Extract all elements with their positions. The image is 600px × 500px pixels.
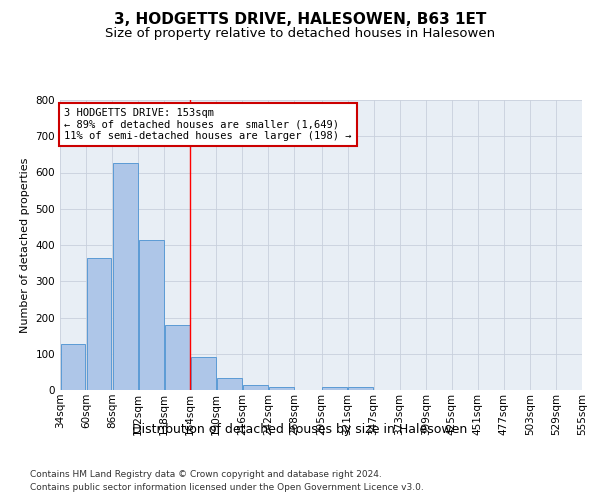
Bar — [269, 386, 294, 390]
Bar — [61, 344, 85, 390]
Bar — [217, 378, 242, 390]
Text: Size of property relative to detached houses in Halesowen: Size of property relative to detached ho… — [105, 28, 495, 40]
Bar — [348, 387, 373, 390]
Bar — [191, 358, 215, 390]
Text: Contains public sector information licensed under the Open Government Licence v3: Contains public sector information licen… — [30, 482, 424, 492]
Bar — [165, 326, 190, 390]
Text: 3 HODGETTS DRIVE: 153sqm
← 89% of detached houses are smaller (1,649)
11% of sem: 3 HODGETTS DRIVE: 153sqm ← 89% of detach… — [64, 108, 352, 141]
Bar — [139, 240, 164, 390]
Bar — [243, 385, 268, 390]
Bar — [86, 258, 112, 390]
Text: Contains HM Land Registry data © Crown copyright and database right 2024.: Contains HM Land Registry data © Crown c… — [30, 470, 382, 479]
Bar — [322, 388, 347, 390]
Bar — [113, 164, 137, 390]
Y-axis label: Number of detached properties: Number of detached properties — [20, 158, 30, 332]
Text: Distribution of detached houses by size in Halesowen: Distribution of detached houses by size … — [133, 422, 467, 436]
Text: 3, HODGETTS DRIVE, HALESOWEN, B63 1ET: 3, HODGETTS DRIVE, HALESOWEN, B63 1ET — [114, 12, 486, 28]
